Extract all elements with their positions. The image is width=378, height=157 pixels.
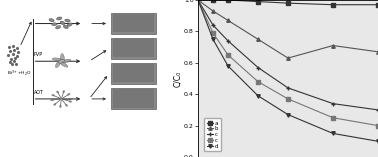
Ellipse shape — [56, 60, 61, 68]
c — [376, 125, 378, 127]
c — [256, 81, 260, 83]
c — [226, 54, 230, 56]
Point — [5, 54, 11, 56]
Ellipse shape — [56, 26, 60, 29]
a — [226, 0, 230, 1]
c — [331, 117, 335, 119]
a — [331, 4, 335, 6]
Ellipse shape — [59, 61, 68, 67]
b — [256, 38, 260, 40]
b — [196, 0, 200, 1]
Ellipse shape — [60, 21, 65, 25]
Point — [14, 54, 20, 57]
FancyBboxPatch shape — [111, 38, 156, 59]
c — [226, 40, 230, 42]
Point — [11, 53, 17, 55]
a — [286, 2, 290, 4]
Y-axis label: C/C₀: C/C₀ — [174, 70, 183, 87]
Ellipse shape — [57, 17, 62, 20]
b — [331, 45, 335, 46]
Ellipse shape — [65, 19, 70, 22]
b — [286, 57, 290, 59]
Point — [11, 49, 17, 51]
b — [226, 19, 230, 21]
a — [376, 4, 378, 6]
d — [211, 38, 215, 40]
Point — [15, 51, 21, 53]
Line: d: d — [196, 0, 378, 143]
c — [256, 67, 260, 68]
Point — [11, 60, 17, 62]
Ellipse shape — [58, 59, 65, 63]
Point — [12, 57, 19, 59]
Ellipse shape — [52, 58, 63, 61]
Point — [13, 62, 19, 65]
a — [211, 0, 215, 1]
Ellipse shape — [52, 23, 57, 26]
Ellipse shape — [54, 103, 56, 105]
Text: PVP: PVP — [34, 52, 43, 57]
Point — [14, 47, 20, 49]
FancyBboxPatch shape — [113, 39, 155, 57]
a — [256, 1, 260, 3]
Ellipse shape — [63, 91, 65, 93]
Ellipse shape — [65, 104, 68, 106]
Text: Bi$^{3+}$+H$_2$O: Bi$^{3+}$+H$_2$O — [7, 68, 31, 78]
Line: c: c — [196, 0, 378, 127]
Line: c: c — [195, 0, 378, 112]
d — [256, 95, 260, 97]
b — [376, 51, 378, 53]
Text: AOT: AOT — [34, 90, 44, 95]
d — [226, 65, 230, 67]
Ellipse shape — [67, 23, 72, 26]
FancyBboxPatch shape — [111, 63, 156, 84]
Ellipse shape — [51, 99, 53, 101]
Ellipse shape — [60, 59, 71, 63]
c — [211, 32, 215, 34]
c — [211, 24, 215, 26]
Point — [9, 63, 15, 66]
Line: b: b — [196, 0, 378, 60]
Point — [6, 61, 12, 63]
Ellipse shape — [70, 98, 72, 100]
Line: a: a — [196, 0, 378, 6]
Point — [8, 58, 14, 60]
Ellipse shape — [49, 19, 54, 22]
Point — [7, 50, 13, 52]
Ellipse shape — [61, 54, 64, 62]
Point — [10, 44, 16, 47]
Ellipse shape — [63, 25, 68, 29]
c — [196, 0, 200, 1]
FancyBboxPatch shape — [111, 13, 156, 34]
FancyBboxPatch shape — [111, 88, 156, 109]
FancyBboxPatch shape — [113, 64, 155, 82]
d — [196, 0, 200, 1]
c — [331, 103, 335, 105]
a — [196, 0, 200, 1]
d — [376, 140, 378, 142]
Point — [6, 46, 12, 48]
Legend: a, b, c, c, d: a, b, c, c, d — [204, 118, 221, 151]
Ellipse shape — [52, 95, 54, 96]
FancyBboxPatch shape — [113, 89, 155, 108]
b — [211, 10, 215, 12]
c — [286, 87, 290, 89]
Ellipse shape — [57, 91, 59, 93]
Ellipse shape — [68, 93, 70, 95]
d — [331, 133, 335, 134]
c — [376, 109, 378, 111]
Ellipse shape — [69, 101, 72, 102]
Ellipse shape — [60, 105, 61, 108]
c — [286, 98, 290, 100]
d — [286, 114, 290, 116]
FancyBboxPatch shape — [113, 14, 155, 32]
c — [196, 0, 200, 1]
